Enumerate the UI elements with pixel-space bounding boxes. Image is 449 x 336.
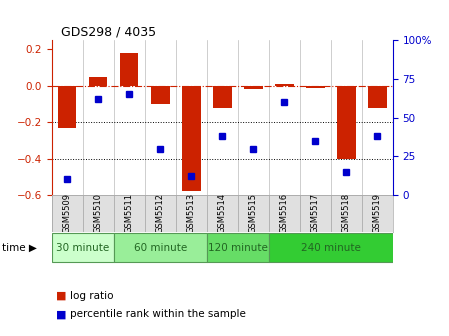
Text: GSM5512: GSM5512: [156, 193, 165, 234]
FancyBboxPatch shape: [269, 234, 393, 262]
FancyBboxPatch shape: [207, 195, 238, 232]
Bar: [244, 86, 263, 89]
Text: GSM5516: GSM5516: [280, 193, 289, 234]
Text: 240 minute: 240 minute: [301, 243, 361, 253]
Text: time ▶: time ▶: [2, 243, 37, 253]
Bar: [182, 86, 201, 191]
Text: GSM5510: GSM5510: [94, 193, 103, 234]
Text: percentile rank within the sample: percentile rank within the sample: [70, 309, 246, 319]
FancyBboxPatch shape: [362, 195, 393, 232]
Text: 60 minute: 60 minute: [134, 243, 187, 253]
Text: GSM5513: GSM5513: [187, 193, 196, 234]
FancyBboxPatch shape: [52, 234, 114, 262]
Bar: [89, 77, 107, 86]
Text: GSM5511: GSM5511: [125, 193, 134, 234]
Bar: [368, 86, 387, 108]
Bar: [151, 86, 170, 104]
FancyBboxPatch shape: [176, 195, 207, 232]
Text: GSM5515: GSM5515: [249, 193, 258, 234]
Text: ■: ■: [56, 309, 66, 319]
FancyBboxPatch shape: [114, 234, 207, 262]
Text: GDS298 / 4035: GDS298 / 4035: [61, 26, 156, 39]
FancyBboxPatch shape: [83, 195, 114, 232]
Bar: [306, 86, 325, 88]
FancyBboxPatch shape: [331, 195, 362, 232]
Bar: [337, 86, 356, 159]
Text: GSM5514: GSM5514: [218, 193, 227, 234]
FancyBboxPatch shape: [238, 195, 269, 232]
Text: GSM5517: GSM5517: [311, 193, 320, 234]
Text: GSM5518: GSM5518: [342, 193, 351, 234]
FancyBboxPatch shape: [207, 234, 269, 262]
Bar: [58, 86, 76, 128]
Bar: [213, 86, 232, 108]
Bar: [120, 53, 138, 86]
Text: log ratio: log ratio: [70, 291, 113, 301]
Text: 120 minute: 120 minute: [208, 243, 268, 253]
Text: GSM5519: GSM5519: [373, 193, 382, 234]
Text: 30 minute: 30 minute: [56, 243, 109, 253]
FancyBboxPatch shape: [114, 195, 145, 232]
FancyBboxPatch shape: [52, 195, 83, 232]
Bar: [275, 84, 294, 86]
Text: ■: ■: [56, 291, 66, 301]
Text: GSM5509: GSM5509: [63, 193, 72, 234]
FancyBboxPatch shape: [145, 195, 176, 232]
FancyBboxPatch shape: [300, 195, 331, 232]
FancyBboxPatch shape: [269, 195, 300, 232]
